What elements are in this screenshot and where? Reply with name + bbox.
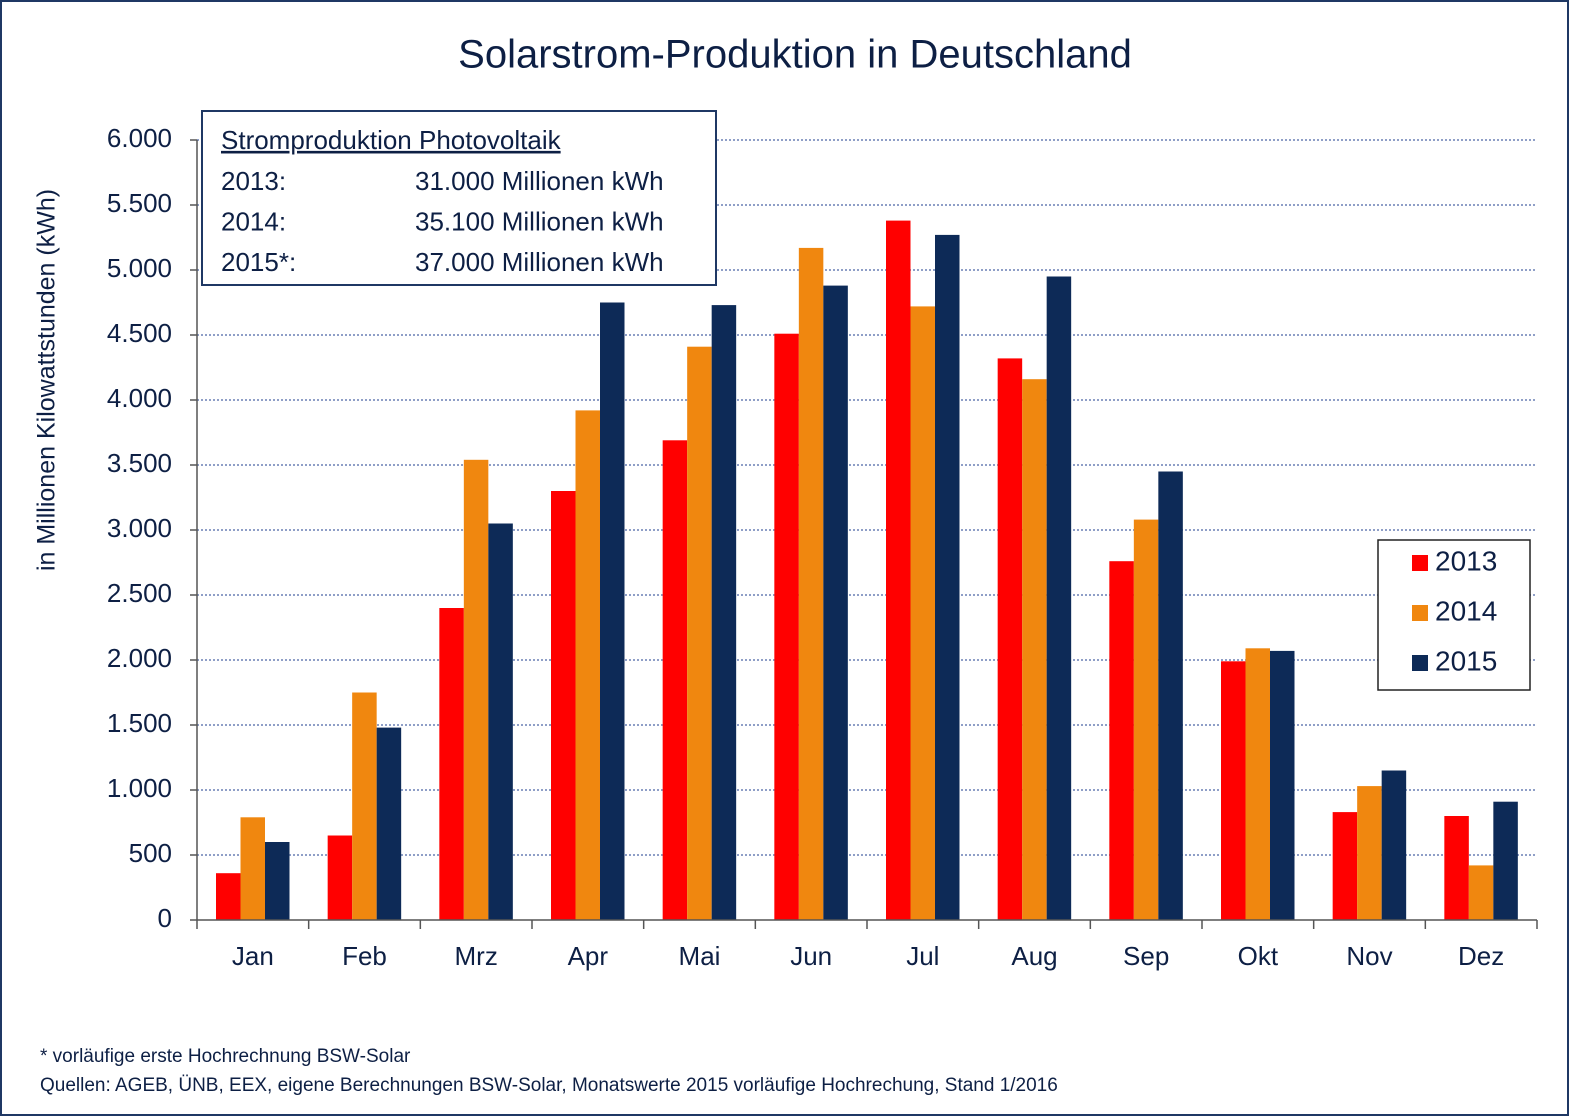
- bar: [1381, 770, 1407, 920]
- info-box-label: 2014:: [221, 206, 286, 236]
- bar: [439, 608, 464, 920]
- x-tick-label: Sep: [1123, 941, 1169, 971]
- x-tick-label: Apr: [568, 941, 609, 971]
- bar: [662, 440, 688, 920]
- y-tick-label: 4.500: [107, 318, 172, 348]
- bar: [1046, 276, 1072, 920]
- x-tick-label: Jan: [232, 941, 274, 971]
- info-box-label: 2015*:: [221, 247, 296, 277]
- y-tick-label: 4.000: [107, 383, 172, 413]
- bar: [997, 358, 1023, 920]
- footnote: * vorläufige erste Hochrechnung BSW-Sola…: [40, 1046, 411, 1067]
- info-box-value: 35.100 Millionen kWh: [415, 206, 664, 236]
- bar: [1245, 648, 1270, 920]
- x-tick-label: Mai: [679, 941, 721, 971]
- bar: [823, 285, 848, 921]
- y-tick-label: 2.500: [107, 578, 172, 608]
- bar: [376, 727, 402, 920]
- chart-title: Solarstrom-Produktion in Deutschland: [458, 33, 1132, 77]
- legend-swatch: [1412, 555, 1428, 571]
- info-box: [201, 110, 717, 286]
- y-tick-label: 1.000: [107, 773, 172, 803]
- bar: [1493, 801, 1518, 920]
- bar: [687, 346, 712, 920]
- bar: [1022, 379, 1047, 920]
- legend-swatch: [1412, 605, 1428, 621]
- x-tick-label: Nov: [1346, 941, 1392, 971]
- bar: [798, 247, 824, 920]
- footnote: Quellen: AGEB, ÜNB, EEX, eigene Berechnu…: [40, 1075, 1058, 1096]
- bar: [352, 692, 377, 920]
- bar: [1444, 816, 1469, 920]
- y-tick-label: 5.500: [107, 188, 172, 218]
- x-tick-label: Jul: [906, 941, 939, 971]
- y-tick-label: 0: [158, 903, 172, 933]
- info-box-label: 2013:: [221, 166, 286, 196]
- bar: [575, 410, 600, 920]
- bar: [265, 842, 290, 920]
- bar: [1468, 865, 1494, 920]
- bar: [1158, 471, 1183, 920]
- y-tick-label: 3.000: [107, 513, 172, 543]
- bar: [600, 302, 625, 920]
- bar: [1109, 561, 1134, 920]
- y-tick-label: 5.000: [107, 253, 172, 283]
- info-box-value: 37.000 Millionen kWh: [415, 247, 664, 277]
- x-tick-label: Aug: [1011, 941, 1057, 971]
- bar: [1332, 812, 1358, 920]
- legend-label: 2013: [1435, 545, 1497, 576]
- y-tick-label: 500: [129, 838, 172, 868]
- legend-label: 2015: [1435, 645, 1497, 676]
- bar: [216, 873, 241, 920]
- x-tick-label: Feb: [342, 941, 387, 971]
- y-tick-label: 3.500: [107, 448, 172, 478]
- x-tick-label: Okt: [1238, 941, 1279, 971]
- bar: [1221, 661, 1246, 920]
- bar: [551, 491, 576, 920]
- legend: [1377, 539, 1531, 691]
- bar: [774, 333, 799, 920]
- bar: [488, 523, 513, 920]
- bar: [463, 459, 489, 920]
- x-tick-label: Jun: [790, 941, 832, 971]
- bar: [327, 835, 353, 920]
- bar: [1133, 519, 1159, 920]
- bar: [910, 306, 935, 920]
- bar: [886, 220, 911, 921]
- bar: [711, 305, 737, 921]
- y-axis-title: in Millionen Kilowattstunden (kWh): [33, 189, 61, 571]
- bar: [240, 817, 265, 920]
- info-box-value: 31.000 Millionen kWh: [415, 166, 664, 196]
- x-tick-label: Dez: [1458, 941, 1504, 971]
- bar: [1270, 650, 1295, 920]
- legend-label: 2014: [1435, 595, 1497, 626]
- y-tick-label: 2.000: [107, 643, 172, 673]
- info-box-title: Stromproduktion Photovoltaik: [221, 125, 562, 155]
- bar: [935, 234, 960, 920]
- y-tick-label: 1.500: [107, 708, 172, 738]
- x-tick-label: Mrz: [455, 941, 498, 971]
- legend-swatch: [1412, 655, 1428, 671]
- y-tick-label: 6.000: [107, 123, 172, 153]
- bar: [1357, 786, 1382, 920]
